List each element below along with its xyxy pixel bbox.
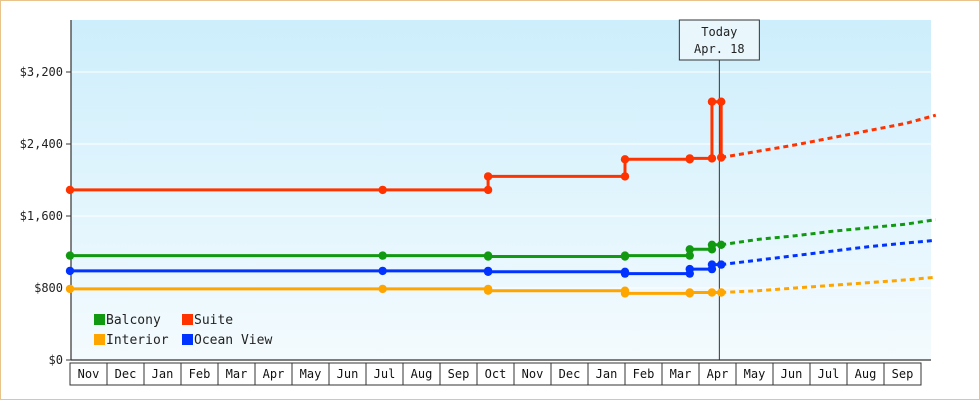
month-label: May xyxy=(300,367,322,381)
data-point xyxy=(685,264,694,274)
data-point xyxy=(707,288,717,297)
month-label: Feb xyxy=(633,367,655,381)
data-point xyxy=(620,251,630,260)
legend-label-suite: Suite xyxy=(194,313,233,328)
data-point xyxy=(483,172,493,181)
data-point xyxy=(483,252,493,261)
legend: Balcony Suite Interior Ocean View xyxy=(94,313,272,348)
data-point xyxy=(685,154,694,163)
data-point xyxy=(65,266,75,276)
month-label: Feb xyxy=(189,367,211,381)
month-label: May xyxy=(744,367,766,381)
data-point xyxy=(483,185,493,195)
month-label: Jan xyxy=(152,367,174,381)
data-point xyxy=(717,153,726,162)
month-label: Jan xyxy=(596,367,618,381)
forecast-line-ocean-view xyxy=(721,238,936,267)
series-lines xyxy=(65,97,937,298)
y-tick-label: $2,400 xyxy=(20,137,63,151)
y-tick-label: $800 xyxy=(34,281,63,295)
month-label: Jul xyxy=(374,367,396,381)
data-point xyxy=(378,185,387,195)
data-point xyxy=(483,286,493,295)
data-point xyxy=(717,240,726,249)
y-tick-label: $3,200 xyxy=(20,65,63,79)
series-balcony xyxy=(65,218,937,261)
y-tick-label: $1,600 xyxy=(20,209,63,223)
data-point xyxy=(707,260,717,269)
today-marker: Today Apr. 18 xyxy=(678,19,760,360)
y-gridlines xyxy=(71,71,931,289)
legend-label-balcony: Balcony xyxy=(106,313,161,328)
data-point xyxy=(685,251,694,260)
data-point xyxy=(620,269,630,278)
series-suite xyxy=(65,97,937,195)
today-box xyxy=(678,19,760,61)
legend-swatch-interior xyxy=(94,334,105,345)
data-point xyxy=(378,284,387,294)
data-point xyxy=(685,245,694,254)
forecast-line-suite xyxy=(720,113,937,159)
legend-swatch-suite xyxy=(182,314,193,325)
data-point xyxy=(65,185,75,195)
data-point xyxy=(620,155,630,164)
data-point xyxy=(378,266,387,276)
month-label: Mar xyxy=(670,367,692,381)
today-date: Apr. 18 xyxy=(694,42,745,56)
month-cell xyxy=(883,362,922,386)
month-label: Jun xyxy=(337,367,359,381)
month-label: Apr xyxy=(707,367,729,381)
data-point xyxy=(717,260,726,269)
today-label: Today xyxy=(701,25,737,39)
legend-swatch-ocean-view xyxy=(182,334,193,345)
data-point xyxy=(685,288,694,297)
legend-label-interior: Interior xyxy=(106,333,169,348)
month-label: Nov xyxy=(78,367,100,381)
data-point xyxy=(620,289,630,298)
legend-swatch-balcony xyxy=(94,314,105,325)
y-axis: $0 $800 $1,600 $2,400 $3,200 xyxy=(20,20,72,367)
month-label: Dec xyxy=(559,367,581,381)
x-axis: Nov Dec Jan Feb Mar Apr May Jun Jul Aug Sep Oct Nov D… xyxy=(69,359,931,386)
month-label: Apr xyxy=(263,367,285,381)
month-label: Dec xyxy=(115,367,137,381)
series-interior xyxy=(65,275,936,298)
data-point xyxy=(707,240,717,249)
y-tick-label: $0 xyxy=(49,353,63,367)
data-point xyxy=(707,154,717,163)
data-point xyxy=(483,267,493,276)
data-point xyxy=(378,251,387,260)
data-point xyxy=(717,97,726,106)
month-label: Mar xyxy=(226,367,248,381)
month-label: Sep xyxy=(448,367,470,381)
month-label: Jun xyxy=(781,367,803,381)
data-point xyxy=(65,251,75,260)
forecast-line-balcony xyxy=(720,218,937,247)
month-label: Aug xyxy=(411,367,433,381)
month-label: Sep xyxy=(892,367,914,381)
month-label: Jul xyxy=(818,367,840,381)
legend-label-ocean-view: Ocean View xyxy=(194,333,272,348)
month-label: Nov xyxy=(522,367,544,381)
data-point xyxy=(65,284,75,294)
data-point xyxy=(707,97,717,106)
data-point xyxy=(717,288,726,297)
month-label: Oct xyxy=(485,367,507,381)
series-ocean-view xyxy=(65,238,936,278)
data-point xyxy=(620,172,630,181)
month-label: Aug xyxy=(855,367,877,381)
forecast-line-interior xyxy=(721,275,936,294)
